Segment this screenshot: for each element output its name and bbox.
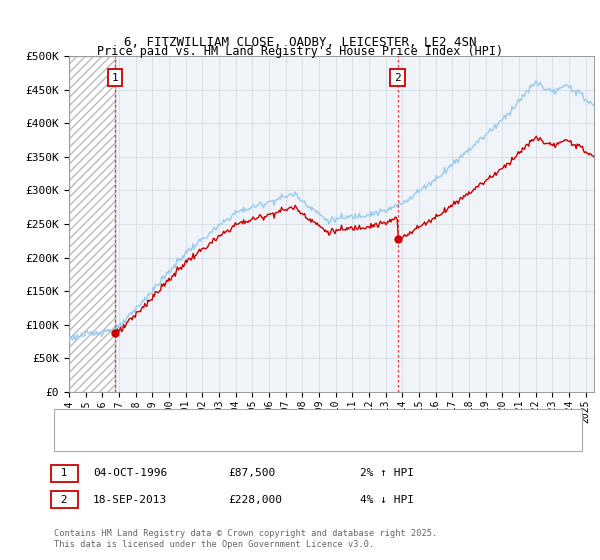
Text: 1: 1 (112, 72, 118, 82)
Text: ——: —— (63, 432, 88, 446)
Text: 2: 2 (394, 72, 401, 82)
Text: Contains HM Land Registry data © Crown copyright and database right 2025.
This d: Contains HM Land Registry data © Crown c… (54, 529, 437, 549)
Text: HPI: Average price, detached house, Oadby and Wigston: HPI: Average price, detached house, Oadb… (93, 434, 411, 444)
Text: 18-SEP-2013: 18-SEP-2013 (93, 494, 167, 505)
Text: £228,000: £228,000 (228, 494, 282, 505)
Text: 4% ↓ HPI: 4% ↓ HPI (360, 494, 414, 505)
Text: 2% ↑ HPI: 2% ↑ HPI (360, 468, 414, 478)
Text: Price paid vs. HM Land Registry's House Price Index (HPI): Price paid vs. HM Land Registry's House … (97, 45, 503, 58)
Text: 04-OCT-1996: 04-OCT-1996 (93, 468, 167, 478)
Text: ——: —— (63, 413, 88, 428)
Text: 6, FITZWILLIAM CLOSE, OADBY, LEICESTER, LE2 4SN: 6, FITZWILLIAM CLOSE, OADBY, LEICESTER, … (124, 35, 476, 49)
Text: 1: 1 (54, 468, 74, 478)
Text: £87,500: £87,500 (228, 468, 275, 478)
Text: 6, FITZWILLIAM CLOSE, OADBY, LEICESTER,  LE2 4SN (detached house): 6, FITZWILLIAM CLOSE, OADBY, LEICESTER, … (93, 416, 483, 426)
Text: 2: 2 (54, 494, 74, 505)
